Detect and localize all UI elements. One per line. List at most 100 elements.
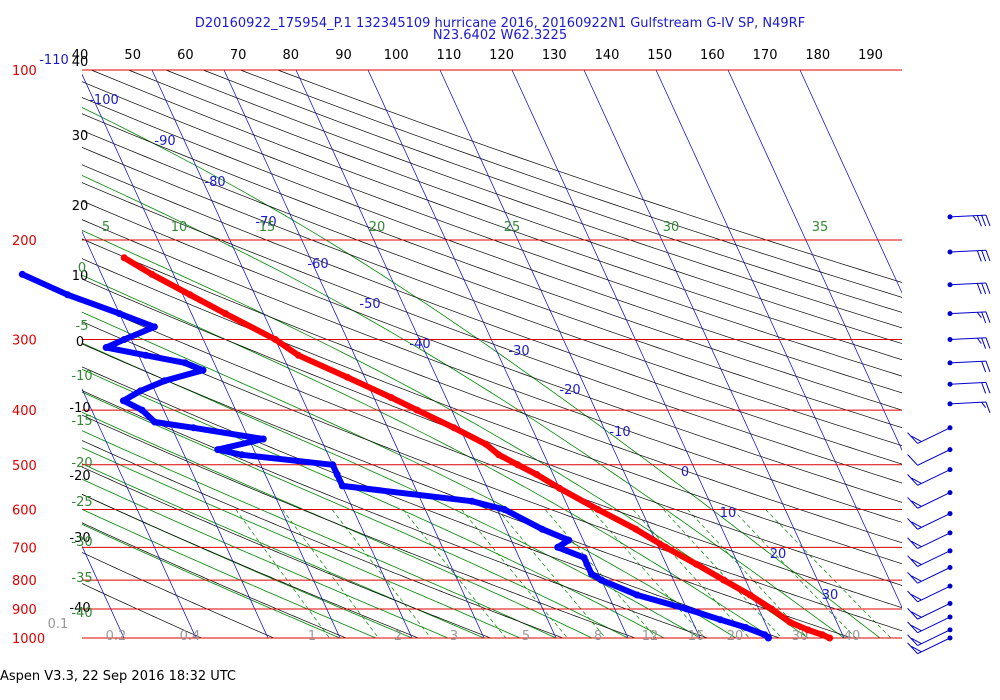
dewpoint-point	[199, 366, 207, 374]
dewpoint-point	[64, 291, 72, 299]
dewpoint-point	[181, 359, 189, 367]
wind-barb	[907, 600, 953, 620]
left-temperature-tick-label: -30	[69, 531, 90, 546]
temperature-point	[826, 634, 834, 642]
mixing-ratio-label: 12	[642, 629, 659, 644]
dewpoint-point	[138, 406, 146, 414]
temperature-point	[693, 560, 700, 568]
left-temperature-tick-label: 10	[72, 269, 89, 284]
dry-adiabat	[82, 493, 419, 639]
left-temperature-tick-label: -10	[69, 401, 90, 416]
mixing-ratio-line	[732, 509, 857, 639]
dry-adiabat	[82, 522, 347, 639]
mixing-ratio-label: 3	[450, 629, 458, 644]
dry-adiabat	[82, 238, 902, 544]
moist-adiabat-label: -15	[71, 414, 92, 429]
wind-barb	[907, 447, 953, 466]
mixing-ratio-line	[663, 509, 783, 639]
dewpoint-point	[161, 377, 169, 385]
footer-text: Aspen V3.3, 22 Sep 2016 18:32 UTC	[0, 669, 237, 684]
moist-adiabat	[82, 508, 377, 639]
dewpoint-point	[151, 418, 159, 426]
isotherm-line	[727, 69, 902, 451]
pressure-tick-label: 500	[12, 459, 37, 474]
dewpoint-point	[538, 525, 546, 533]
dry-adiabat	[82, 113, 902, 411]
dewpoint-point	[588, 570, 595, 578]
isotherm-line	[82, 388, 197, 639]
temperature-point	[413, 406, 421, 414]
isotherm-line	[82, 73, 341, 639]
dewpoint-point	[468, 497, 476, 505]
moist-adiabat-label: -10	[71, 369, 92, 384]
wind-barb	[947, 360, 991, 373]
temperature-point	[533, 470, 541, 478]
moist-adiabat-label: -35	[71, 571, 92, 586]
isotherm-label: 0	[681, 465, 689, 480]
isotherm-label: -80	[204, 175, 225, 190]
pressure-tick-label: 400	[12, 404, 37, 419]
temperature-point	[482, 440, 490, 448]
moist-adiabat	[82, 411, 593, 639]
top-axis-tick-label: 70	[230, 48, 247, 63]
dewpoint-point	[633, 591, 641, 599]
dry-adiabat	[82, 164, 902, 465]
top-axis-tick-label: 40	[72, 48, 89, 63]
top-axis-tick-label: 150	[647, 48, 672, 63]
isotherm-label: 10	[720, 506, 737, 521]
dry-adiabat	[82, 200, 902, 503]
dewpoint-point	[120, 336, 128, 343]
dry-adiabat-label: 10	[171, 220, 188, 235]
wind-barb	[947, 381, 991, 394]
dry-adiabat	[277, 69, 902, 283]
mixing-ratio-label: 0.2	[106, 629, 127, 644]
dry-adiabats	[82, 69, 902, 639]
isotherm-label: -100	[89, 93, 119, 108]
moist-adiabat	[82, 430, 557, 639]
dewpoint-point	[119, 397, 127, 405]
temperature-point	[786, 618, 794, 626]
moist-adiabat-label: -25	[71, 495, 92, 510]
temperature-point	[746, 591, 754, 599]
dewpoint-point	[189, 424, 197, 432]
mixing-ratio-label: 40	[844, 629, 861, 644]
dewpoint-point	[18, 270, 26, 278]
wind-barb	[907, 614, 953, 634]
dewpoint-point	[102, 344, 110, 351]
temperature-point	[294, 351, 302, 359]
temperature-point	[221, 310, 229, 318]
isotherm-line	[655, 69, 902, 609]
dewpoint-line	[19, 271, 772, 641]
dewpoint-point	[598, 576, 605, 584]
isotherm-label: -10	[609, 425, 630, 440]
temperature-point	[148, 270, 156, 278]
mixing-ratio-label: 0.4	[180, 629, 201, 644]
dry-adiabat	[82, 390, 708, 639]
temperature-point	[818, 631, 826, 639]
dewpoint-point	[580, 554, 588, 562]
moist-adiabat	[82, 493, 413, 639]
left-temperature-tick-label: 30	[72, 129, 89, 144]
dewpoint-point	[137, 387, 144, 395]
chart-subtitle: N23.6402 W62.3225	[432, 28, 568, 43]
moist-adiabat	[82, 463, 485, 639]
mixing-ratio-label: 30	[792, 629, 809, 644]
isotherm-line	[223, 69, 485, 639]
temperature-series	[120, 254, 834, 642]
dry-adiabat	[82, 97, 902, 394]
dewpoint-point	[583, 560, 591, 568]
dry-adiabat	[82, 182, 902, 484]
dewpoint-point	[116, 310, 123, 318]
top-axis-tick-label: 160	[700, 48, 725, 63]
dry-adiabat	[82, 552, 275, 639]
wind-barb	[947, 401, 991, 414]
dewpoint-point	[333, 470, 341, 478]
dewpoint-point	[683, 605, 691, 613]
temperature-point	[662, 543, 670, 551]
moist-adiabat	[82, 447, 521, 639]
dry-adiabat-label: 5	[102, 220, 110, 235]
temperature-point	[450, 424, 458, 432]
mixing-ratio-label: 16	[688, 629, 705, 644]
temperature-point	[495, 451, 503, 459]
mixing-ratio-line	[331, 509, 432, 639]
